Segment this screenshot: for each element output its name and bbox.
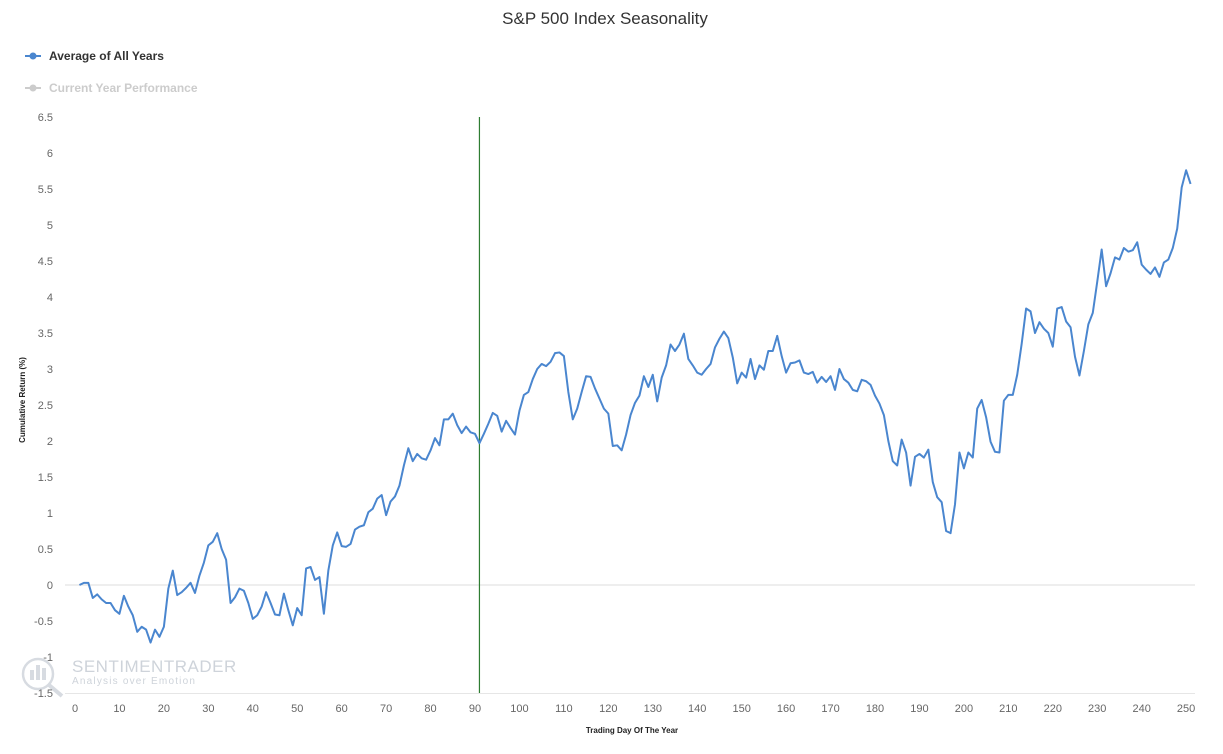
- y-tick-label: 0.5: [38, 544, 53, 556]
- legend-item-current-year[interactable]: Current Year Performance: [25, 81, 198, 95]
- watermark-brand: SENTIMENTRADER: [72, 657, 237, 676]
- magnifier-handle-icon: [47, 683, 64, 698]
- legend-marker-icon: [29, 52, 37, 60]
- x-tick-label: 250: [1177, 703, 1195, 715]
- x-tick-label: 70: [380, 703, 392, 715]
- y-tick-label: 3: [47, 364, 53, 376]
- legend-label-average: Average of All Years: [49, 49, 164, 63]
- y-tick-label: 1.5: [38, 472, 53, 484]
- x-tick-label: 60: [336, 703, 348, 715]
- x-tick-label: 40: [247, 703, 259, 715]
- x-tick-label: 160: [777, 703, 795, 715]
- y-tick-label: 1: [47, 508, 53, 520]
- x-tick-label: 230: [1088, 703, 1106, 715]
- x-tick-label: 220: [1044, 703, 1062, 715]
- y-tick-label: 6.5: [38, 112, 53, 124]
- legend-item-average[interactable]: Average of All Years: [25, 49, 164, 63]
- y-tick-label: 4.5: [38, 256, 53, 268]
- legend-label-current-year: Current Year Performance: [49, 81, 198, 95]
- x-tick-label: 30: [202, 703, 214, 715]
- x-axis-title: Trading Day Of The Year: [586, 726, 678, 735]
- x-tick-label: 240: [1132, 703, 1150, 715]
- y-tick-label: -1: [43, 652, 53, 664]
- x-tick-label: 200: [955, 703, 973, 715]
- y-tick-label: 4: [47, 292, 53, 304]
- legend: Average of All Years Current Year Perfor…: [25, 49, 198, 95]
- x-tick-label: 210: [999, 703, 1017, 715]
- x-tick-label: 170: [821, 703, 839, 715]
- bar-icon: [30, 670, 34, 680]
- y-tick-label: -0.5: [34, 616, 53, 628]
- x-tick-label: 140: [688, 703, 706, 715]
- y-tick-label: 3.5: [38, 328, 53, 340]
- y-tick-label: 2.5: [38, 400, 53, 412]
- plot-area: 6.5 6 5.5 5 4.5 4 3.5 3 2.5 2 1.5 1 0.5 0 -0.5 -1 -1.5 0 1…: [34, 112, 1195, 715]
- x-tick-label: 190: [910, 703, 928, 715]
- x-tick-label: 80: [424, 703, 436, 715]
- x-tick-label: 10: [113, 703, 125, 715]
- x-tick-label: 100: [510, 703, 528, 715]
- y-tick-label: 2: [47, 436, 53, 448]
- magnifier-icon: [21, 657, 55, 691]
- series-line-average: [79, 169, 1192, 644]
- y-axis-title: Cumulative Return (%): [18, 357, 27, 443]
- x-tick-label: 20: [158, 703, 170, 715]
- chart-title: S&P 500 Index Seasonality: [502, 9, 708, 28]
- y-tick-label: 5.5: [38, 184, 53, 196]
- y-tick-label: 6: [47, 148, 53, 160]
- bar-icon: [42, 668, 46, 680]
- x-tick-label: 180: [866, 703, 884, 715]
- watermark-tagline: Analysis over Emotion: [72, 676, 196, 687]
- y-tick-label: 0: [47, 580, 53, 592]
- x-tick-label: 130: [644, 703, 662, 715]
- x-tick-label: 0: [72, 703, 78, 715]
- legend-marker-icon: [29, 84, 37, 92]
- x-tick-label: 110: [555, 703, 573, 715]
- watermark: SENTIMENTRADER Analysis over Emotion: [21, 657, 237, 698]
- y-tick-label: -1.5: [34, 688, 53, 700]
- x-tick-label: 90: [469, 703, 481, 715]
- x-tick-label: 150: [732, 703, 750, 715]
- y-tick-label: 5: [47, 220, 53, 232]
- bar-icon: [36, 665, 40, 680]
- x-tick-label: 120: [599, 703, 617, 715]
- x-tick-label: 50: [291, 703, 303, 715]
